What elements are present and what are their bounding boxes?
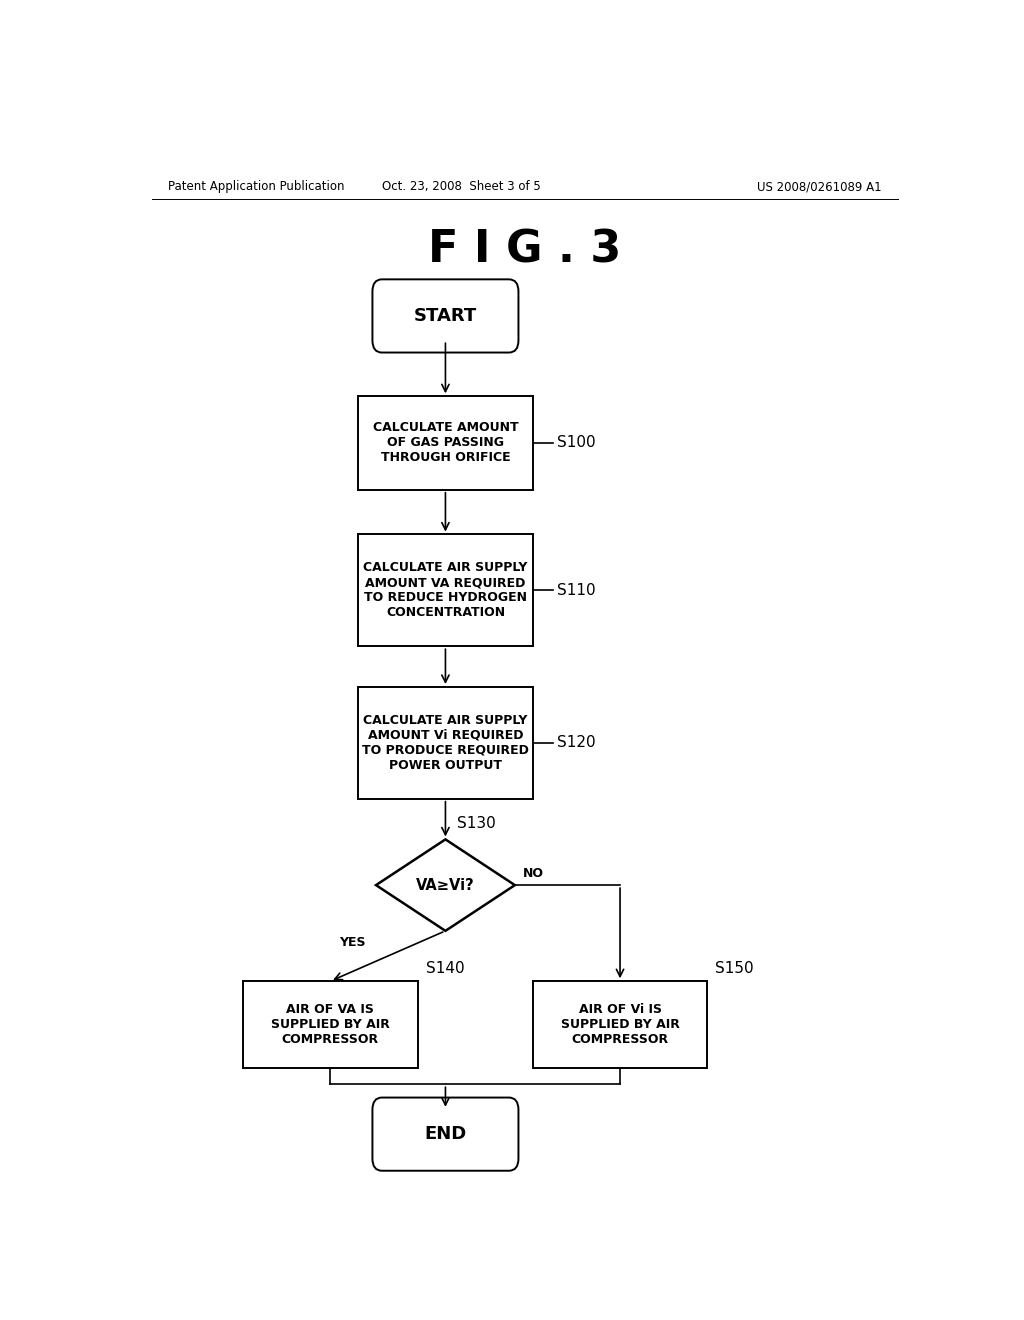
Bar — [243, 981, 418, 1068]
Text: S130: S130 — [458, 816, 496, 832]
Text: S150: S150 — [715, 961, 754, 975]
Text: Patent Application Publication: Patent Application Publication — [168, 181, 344, 193]
Text: S110: S110 — [557, 583, 595, 598]
Text: S140: S140 — [426, 961, 464, 975]
Text: Oct. 23, 2008  Sheet 3 of 5: Oct. 23, 2008 Sheet 3 of 5 — [382, 181, 541, 193]
Bar — [532, 981, 708, 1068]
Text: US 2008/0261089 A1: US 2008/0261089 A1 — [758, 181, 882, 193]
Text: AIR OF Vi IS
SUPPLIED BY AIR
COMPRESSOR: AIR OF Vi IS SUPPLIED BY AIR COMPRESSOR — [560, 1003, 680, 1045]
Text: START: START — [414, 308, 477, 325]
FancyBboxPatch shape — [373, 280, 518, 352]
Text: VA≥Vi?: VA≥Vi? — [416, 878, 475, 892]
Text: CALCULATE AIR SUPPLY
AMOUNT Vi REQUIRED
TO PRODUCE REQUIRED
POWER OUTPUT: CALCULATE AIR SUPPLY AMOUNT Vi REQUIRED … — [362, 714, 528, 772]
Text: END: END — [424, 1125, 467, 1143]
Text: YES: YES — [339, 936, 366, 949]
Text: S100: S100 — [557, 436, 595, 450]
Text: NO: NO — [523, 867, 544, 880]
Text: CALCULATE AIR SUPPLY
AMOUNT VA REQUIRED
TO REDUCE HYDROGEN
CONCENTRATION: CALCULATE AIR SUPPLY AMOUNT VA REQUIRED … — [364, 561, 527, 619]
Bar — [358, 535, 532, 647]
Bar — [358, 686, 532, 799]
Bar — [358, 396, 532, 490]
Text: S120: S120 — [557, 735, 595, 750]
Text: CALCULATE AMOUNT
OF GAS PASSING
THROUGH ORIFICE: CALCULATE AMOUNT OF GAS PASSING THROUGH … — [373, 421, 518, 465]
Text: AIR OF VA IS
SUPPLIED BY AIR
COMPRESSOR: AIR OF VA IS SUPPLIED BY AIR COMPRESSOR — [271, 1003, 390, 1045]
Polygon shape — [376, 840, 515, 931]
FancyBboxPatch shape — [373, 1097, 518, 1171]
Text: F I G . 3: F I G . 3 — [428, 228, 622, 272]
